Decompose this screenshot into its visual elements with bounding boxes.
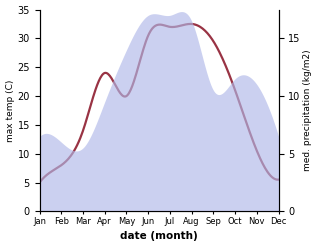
Y-axis label: max temp (C): max temp (C) [5, 79, 15, 142]
Y-axis label: med. precipitation (kg/m2): med. precipitation (kg/m2) [303, 50, 313, 171]
X-axis label: date (month): date (month) [120, 231, 198, 242]
